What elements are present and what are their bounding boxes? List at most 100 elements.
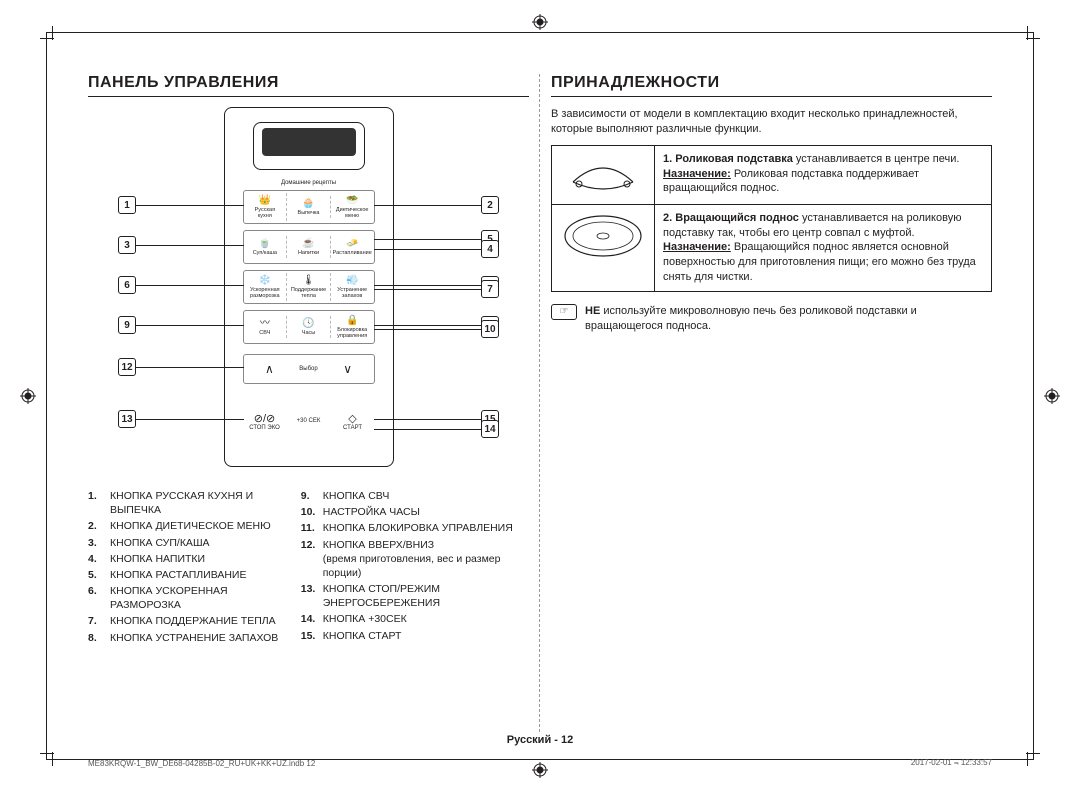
table-row: 2. Вращающийся поднос устанавливается на… [552,204,992,291]
crop-tick [52,752,53,766]
callout-number: 1 [118,196,136,214]
down-icon: ∨ [322,362,374,376]
callout-number: 12 [118,358,136,376]
fold-line [539,74,540,732]
legend-item: 7.КНОПКА ПОДДЕРЖАНИЕ ТЕПЛА [88,614,281,628]
legend-col-b: 9.КНОПКА СВЧ10.НАСТРОЙКА ЧАСЫ11.КНОПКА Б… [301,489,529,647]
leader-line [136,205,244,206]
panel-button: 🌡Поддержаниетепла [287,273,331,301]
callout-number: 7 [481,280,499,298]
leader-line [374,239,482,240]
legend-item: 6.КНОПКА УСКОРЕННАЯ РАЗМОРОЗКА [88,584,281,612]
legend-item: 15.КНОПКА СТАРТ [301,629,529,643]
turntable-image [552,204,655,291]
row-recipes-3: ❄️Ускореннаяразморозка🌡Поддержаниетепла💨… [243,270,375,304]
crop-tick [1027,26,1028,40]
roller-ring-text: 1. Роликовая подставка устанавливается в… [655,145,992,204]
accessories-intro: В зависимости от модели в комплектацию в… [551,107,992,137]
leader-line [374,289,482,290]
panel-button: 🍵Суп/каша [244,236,288,258]
select-label: Выбор [295,366,321,372]
legend-item: 3.КНОПКА СУП/КАША [88,536,281,550]
leader-line [374,249,482,250]
legend: 1.КНОПКА РУССКАЯ КУХНЯ И ВЫПЕЧКА 2.КНОПКА… [88,489,529,647]
legend-item: 14.КНОПКА +30СЕК [301,612,529,626]
leader-line [374,285,482,286]
row-recipes-1: 👑Русскаякухня🧁Выпечка🥗Диетическоеменю [243,190,375,224]
legend-item: 8.КНОПКА УСТРАНЕНИЕ ЗАПАХОВ [88,631,281,645]
note-text: НЕ используйте микроволновую печь без ро… [585,304,992,334]
callout-number: 3 [118,236,136,254]
plus-30sec: +30 СЕК [287,418,331,424]
leader-line [136,245,244,246]
legend-item: 4.КНОПКА НАПИТКИ [88,552,281,566]
callout-number: 10 [481,320,499,338]
leader-line [374,429,482,430]
note-icon: ☞ [551,304,577,320]
legend-item: 9.КНОПКА СВЧ [301,489,529,503]
callout-number: 2 [481,196,499,214]
panel-button: 〰СВЧ [244,316,288,338]
meta-filename: ME83KRQW-1_BW_DE68-04285B-02_RU+UK+KK+UZ… [88,759,315,768]
accessories-table: 1. Роликовая подставка устанавливается в… [551,145,992,292]
row-bottom: ⊘/⊘СТОП ЭКО +30 СЕК ◇СТАРТ [243,408,375,434]
crop-tick [1026,753,1040,754]
panel-button: 👑Русскаякухня [244,193,288,221]
row-recipes-2: 🍵Суп/каша☕Напитки🧈Растапливание [243,230,375,264]
panel-button: 🥗Диетическоеменю [331,193,374,221]
legend-item: 12.КНОПКА ВВЕРХ/ВНИЗ(время приготовления… [301,538,529,581]
crop-tick [1026,38,1040,39]
leader-line [374,419,482,420]
start: ◇СТАРТ [331,412,375,431]
stop-eco: ⊘/⊘СТОП ЭКО [243,412,287,431]
left-column: ПАНЕЛЬ УПРАВЛЕНИЯ Домашние рецепты 👑Русс… [88,74,529,732]
page-footer: Русский - 12 [0,734,1080,746]
right-column: ПРИНАДЛЕЖНОСТИ В зависимости от модели в… [551,74,992,732]
heading-accessories: ПРИНАДЛЕЖНОСТИ [551,74,992,97]
panel-button: 🧈Растапливание [331,236,374,258]
callout-number: 9 [118,316,136,334]
callout-number: 13 [118,410,136,428]
panel-button: 🕓Часы [287,316,331,338]
registration-mark [20,388,36,404]
callout-number: 14 [481,420,499,438]
registration-mark [532,762,548,778]
table-row: 1. Роликовая подставка устанавливается в… [552,145,992,204]
leader-line [374,205,482,206]
registration-mark [532,14,548,30]
legend-item: 1.КНОПКА РУССКАЯ КУХНЯ И ВЫПЕЧКА [88,489,281,517]
usage-note: ☞ НЕ используйте микроволновую печь без … [551,304,992,334]
crop-tick [52,26,53,40]
section-label-recipes: Домашние рецепты [225,180,393,186]
legend-item: 5.КНОПКА РАСТАПЛИВАНИЕ [88,568,281,582]
row-functions: 〰СВЧ🕓Часы🔒Блокировкауправления [243,310,375,344]
legend-col-a: 1.КНОПКА РУССКАЯ КУХНЯ И ВЫПЕЧКА 2.КНОПКА… [88,489,281,647]
legend-item: 13.КНОПКА СТОП/РЕЖИМ ЭНЕРГОСБЕРЕЖЕНИЯ [301,582,529,610]
control-panel-diagram: Домашние рецепты 👑Русскаякухня🧁Выпечка🥗Д… [224,107,394,467]
display-window [253,122,365,170]
leader-line [136,367,244,368]
leader-line [374,329,482,330]
callout-number: 6 [118,276,136,294]
leader-line [374,325,482,326]
legend-item: 10.НАСТРОЙКА ЧАСЫ [301,505,529,519]
panel-button: ☕Напитки [287,236,331,258]
meta-timestamp: 2017-02-01 ⫬ 12:33:57 [911,758,992,768]
callout-number: 4 [481,240,499,258]
up-icon: ∧ [244,362,296,376]
heading-control-panel: ПАНЕЛЬ УПРАВЛЕНИЯ [88,74,529,97]
crop-tick [1027,752,1028,766]
panel-button: 🧁Выпечка [287,196,331,218]
leader-line [136,325,244,326]
panel-figure: Домашние рецепты 👑Русскаякухня🧁Выпечка🥗Д… [88,107,529,477]
panel-button: ❄️Ускореннаяразморозка [244,273,288,301]
turntable-text: 2. Вращающийся поднос устанавливается на… [655,204,992,291]
roller-ring-image [552,145,655,204]
leader-line [136,419,244,420]
panel-button: 🔒Блокировкауправления [331,313,374,341]
registration-mark [1044,388,1060,404]
panel-button: 💨Устранениезапахов [331,273,374,301]
leader-line [136,285,244,286]
legend-item: 2.КНОПКА ДИЕТИЧЕСКОЕ МЕНЮ [88,519,281,533]
page: ПАНЕЛЬ УПРАВЛЕНИЯ Домашние рецепты 👑Русс… [88,74,992,732]
